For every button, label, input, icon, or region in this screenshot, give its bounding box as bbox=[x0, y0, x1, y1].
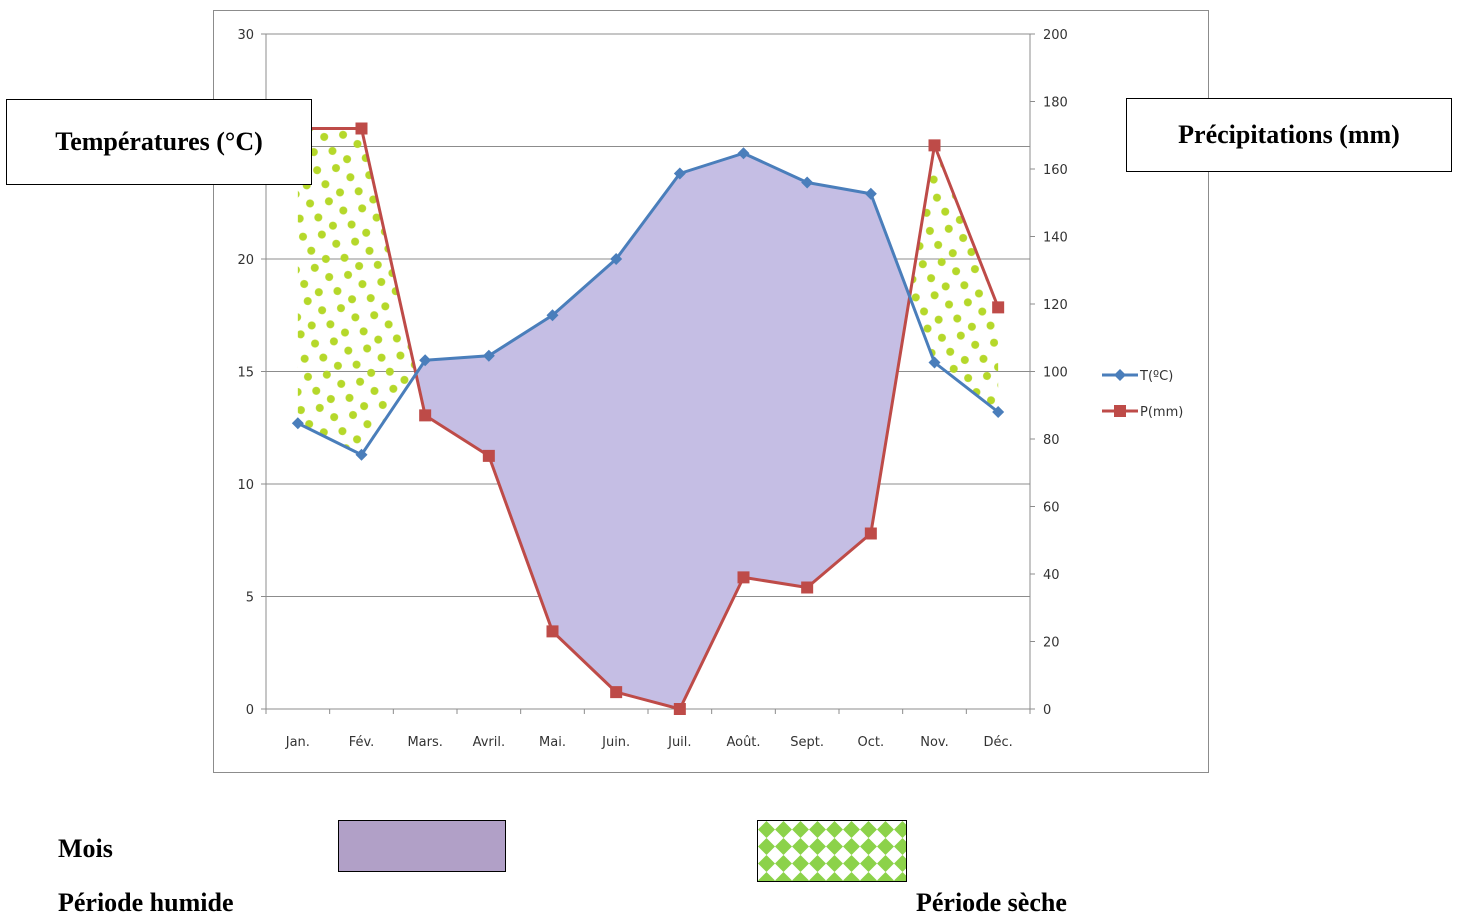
x-tick-label: Fév. bbox=[349, 735, 375, 750]
series-line-temperature bbox=[297, 151, 1000, 457]
y-right-tick-label: 160 bbox=[1043, 163, 1068, 178]
precipitation-point bbox=[546, 625, 559, 638]
precipitation-point bbox=[355, 122, 368, 135]
precipitation-point bbox=[801, 581, 814, 594]
precipitation-point bbox=[482, 449, 495, 462]
legend-label: T(ºC) bbox=[1139, 369, 1173, 384]
x-tick-label: Mars. bbox=[407, 735, 442, 750]
temperature-point bbox=[801, 176, 814, 189]
temperature-point bbox=[737, 147, 750, 160]
temperature-point bbox=[546, 309, 559, 322]
x-tick-label: Mai. bbox=[539, 735, 566, 750]
chart-frame: 0 5 10 15 20 30 0 20 40 60 80 100 120 140 160 180 200 Jan… bbox=[213, 10, 1209, 773]
series-line-precipitation bbox=[297, 127, 1000, 711]
temperature-point bbox=[482, 349, 495, 362]
legend-marker bbox=[1114, 405, 1126, 417]
temperature-point bbox=[673, 167, 686, 180]
precipitation-point bbox=[992, 301, 1005, 314]
dry-period-label: Période sèche bbox=[916, 888, 1067, 917]
x-tick-label: Déc. bbox=[984, 735, 1013, 750]
legend-label: P(mm) bbox=[1140, 405, 1183, 420]
y-left-tick-label: 10 bbox=[237, 478, 254, 493]
temperature-point bbox=[291, 417, 304, 430]
x-tick-label: Sept. bbox=[790, 735, 824, 750]
x-tick-label: Août. bbox=[726, 735, 760, 750]
precipitation-point bbox=[864, 527, 877, 540]
y-right-tick-label: 40 bbox=[1043, 568, 1060, 583]
temperature-point bbox=[864, 187, 877, 200]
y-right-tick-label: 140 bbox=[1043, 231, 1068, 246]
temperature-point bbox=[610, 253, 623, 265]
y-right-tick-label: 20 bbox=[1043, 636, 1060, 651]
humid-period-area bbox=[415, 153, 910, 709]
humid-period-swatch bbox=[338, 820, 506, 872]
y-right-tick-label: 80 bbox=[1043, 433, 1060, 448]
y-left-tick-label: 15 bbox=[237, 366, 254, 381]
dry-period-area bbox=[909, 145, 999, 412]
y-right-tick-label: 120 bbox=[1043, 298, 1068, 313]
temperature-point bbox=[928, 356, 941, 369]
y-right-tick-label: 200 bbox=[1043, 28, 1068, 43]
y-axis-title-right: Précipitations (mm) bbox=[1126, 98, 1452, 172]
x-tick-label: Juin. bbox=[601, 735, 630, 750]
y-right-tick-label: 180 bbox=[1043, 96, 1068, 111]
x-tick-label: Nov. bbox=[920, 735, 949, 750]
temperature-point bbox=[419, 354, 432, 367]
temperature-point bbox=[992, 406, 1005, 418]
x-tick-label: Avril. bbox=[473, 735, 506, 750]
precipitation-point bbox=[419, 409, 432, 422]
x-tick-label: Juil. bbox=[667, 735, 691, 750]
precipitation-point bbox=[928, 139, 941, 152]
precipitation-point bbox=[737, 571, 750, 584]
y-right-tick-label: 100 bbox=[1043, 366, 1068, 381]
y-right-tick-label: 0 bbox=[1043, 703, 1051, 718]
y-right-tick-label: 60 bbox=[1043, 501, 1060, 516]
y-left-tick-label: 30 bbox=[237, 28, 254, 43]
dry-period-swatch bbox=[757, 820, 907, 882]
precipitation-point bbox=[610, 686, 623, 699]
x-axis-title: Mois bbox=[58, 834, 113, 863]
x-tick-label: Jan. bbox=[285, 735, 310, 750]
ombrothermic-chart: 0 5 10 15 20 30 0 20 40 60 80 100 120 140 160 180 200 Jan… bbox=[237, 28, 1183, 750]
dry-period-area bbox=[297, 128, 416, 455]
x-tick-label: Oct. bbox=[858, 735, 885, 750]
y-left-tick-label: 5 bbox=[246, 591, 254, 606]
y-left-tick-label: 0 bbox=[246, 703, 254, 718]
y-left-tick-label: 20 bbox=[237, 253, 254, 268]
legend-marker bbox=[1114, 369, 1126, 381]
y-axis-title-left: Températures (°C) bbox=[6, 99, 312, 185]
humid-period-label: Période humide bbox=[58, 888, 234, 917]
temperature-point bbox=[355, 448, 368, 461]
precipitation-point bbox=[673, 703, 686, 715]
